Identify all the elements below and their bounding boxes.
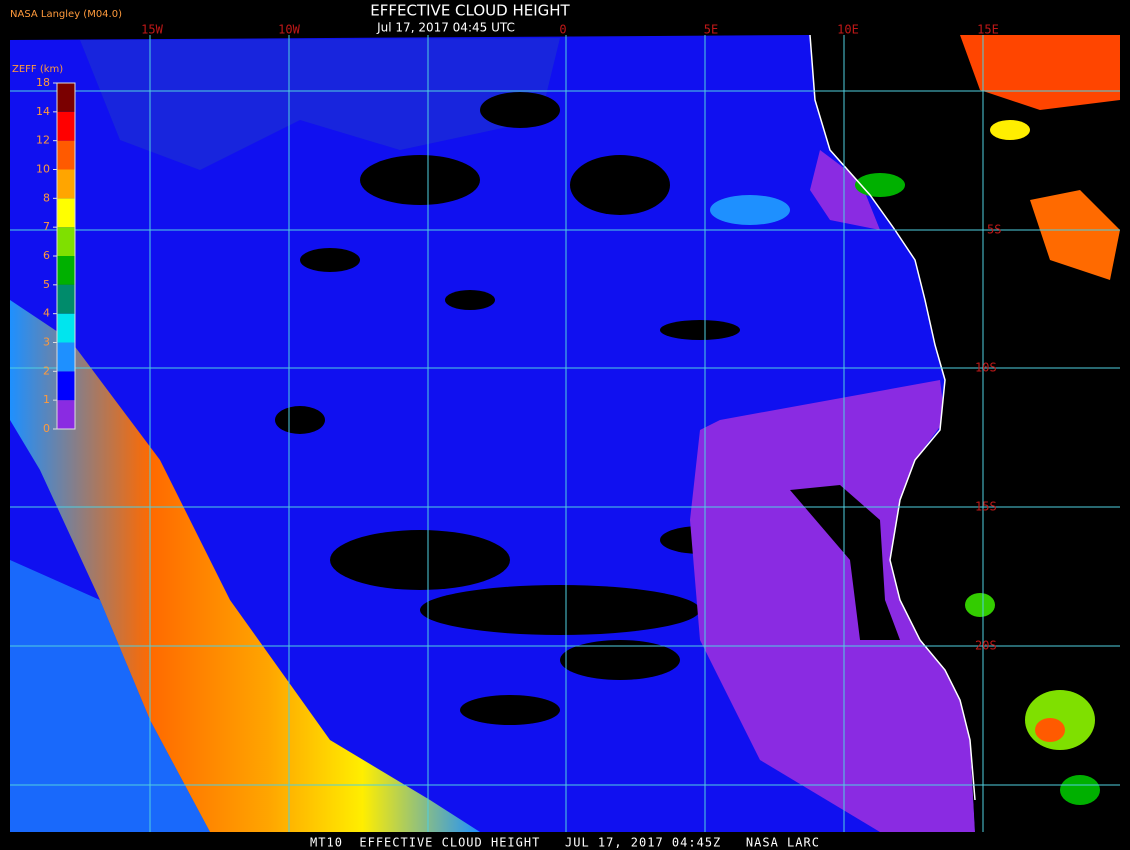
latitude-label: 10S	[975, 361, 997, 375]
latitude-label: 20S	[975, 639, 997, 653]
colorbar-tick-label: 12	[36, 134, 50, 147]
cloud	[710, 195, 790, 225]
colorbar-band	[57, 313, 75, 343]
colorbar-band	[57, 371, 75, 401]
colorbar-tick-label: 14	[36, 105, 50, 118]
colorbar-band	[57, 198, 75, 228]
coastline	[809, 35, 976, 801]
longitude-label: 5E	[704, 23, 718, 37]
title: EFFECTIVE CLOUD HEIGHT	[370, 2, 570, 20]
source-label: NASA Langley (M04.0)	[10, 9, 122, 20]
colorbar-tick-label: 3	[43, 336, 50, 349]
very-low-cloud	[690, 380, 975, 832]
subtitle: Jul 17, 2017 04:45 UTC	[376, 21, 515, 35]
colorbar-tick-label: 4	[43, 307, 50, 320]
colorbar-tick-label: 2	[43, 364, 50, 377]
longitude-label: 10W	[278, 23, 300, 37]
colorbar-band	[57, 342, 75, 372]
colorbar-band	[57, 227, 75, 256]
colorbar-tick-label: 6	[43, 249, 50, 262]
colorbar-band	[57, 83, 75, 112]
colorbar-band	[57, 256, 75, 285]
colorbar-tick-label: 1	[43, 393, 50, 406]
graticule	[10, 35, 1120, 832]
footer: MT10 EFFECTIVE CLOUD HEIGHT JUL 17, 2017…	[310, 836, 820, 850]
colorbar-band	[57, 111, 75, 141]
colorbar-tick-label: 5	[43, 278, 50, 291]
clear-sky	[790, 485, 900, 640]
longitude-label: 10E	[837, 23, 859, 37]
cloud-field	[10, 35, 1120, 832]
latitude-label: 15S	[975, 500, 997, 514]
colorbar-tick-label: 10	[36, 163, 50, 176]
cloud	[10, 560, 210, 832]
colorbar-band	[57, 400, 75, 429]
frontal-band	[10, 300, 480, 832]
colorbar-label: ZEFF (km)	[12, 64, 63, 75]
colorbar-band	[57, 169, 75, 199]
latitude-label: 5S	[987, 223, 1001, 237]
very-low-cloud	[810, 150, 880, 230]
colorbar-tick-label: 7	[43, 220, 50, 233]
longitude-label: 0	[559, 23, 566, 37]
colorbar-tick-label: 8	[43, 191, 50, 204]
colorbar-band	[57, 140, 75, 170]
colorbar-tick-label: 0	[43, 422, 50, 435]
longitude-label: 15E	[977, 23, 999, 37]
longitude-label: 15W	[141, 23, 163, 37]
low-cloud	[80, 38, 560, 170]
colorbar-band	[57, 284, 75, 314]
colorbar-tick-label: 18	[36, 76, 50, 89]
